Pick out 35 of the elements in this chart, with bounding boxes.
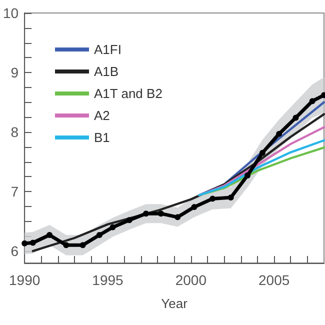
- point: [210, 196, 216, 202]
- point: [228, 194, 234, 201]
- point: [191, 204, 198, 210]
- point: [46, 232, 53, 238]
- legend-label: A1B: [94, 64, 119, 79]
- x-axis-title: Year: [161, 296, 188, 311]
- point: [126, 217, 132, 224]
- y-tick-label: 8: [10, 124, 19, 140]
- line-series: [198, 126, 325, 196]
- legend-label: A1FI: [94, 42, 122, 57]
- point: [174, 214, 181, 220]
- y-tick-label: 10: [2, 5, 19, 21]
- point: [276, 130, 282, 137]
- point: [30, 240, 36, 246]
- legend-label: B1: [94, 130, 110, 145]
- point: [259, 150, 266, 156]
- x-tick-label: 2000: [175, 272, 207, 288]
- y-tick-label: 7: [10, 184, 19, 200]
- point: [63, 242, 70, 248]
- legend-label: A2: [94, 108, 110, 123]
- point: [96, 232, 102, 238]
- x-tick-label: 1990: [8, 272, 40, 288]
- point: [292, 114, 299, 121]
- legend-label: A1T and B2: [94, 86, 162, 101]
- point: [80, 242, 86, 248]
- y-tick-label: 6: [10, 243, 19, 260]
- line-series: [198, 101, 325, 196]
- y-tick-label: 9: [10, 64, 19, 81]
- x-tick-label: 1995: [92, 272, 124, 288]
- x-tick-label: 2005: [258, 272, 290, 288]
- point: [244, 172, 250, 178]
- point: [158, 210, 164, 217]
- point: [309, 98, 316, 104]
- point: [110, 224, 116, 230]
- point: [22, 240, 28, 246]
